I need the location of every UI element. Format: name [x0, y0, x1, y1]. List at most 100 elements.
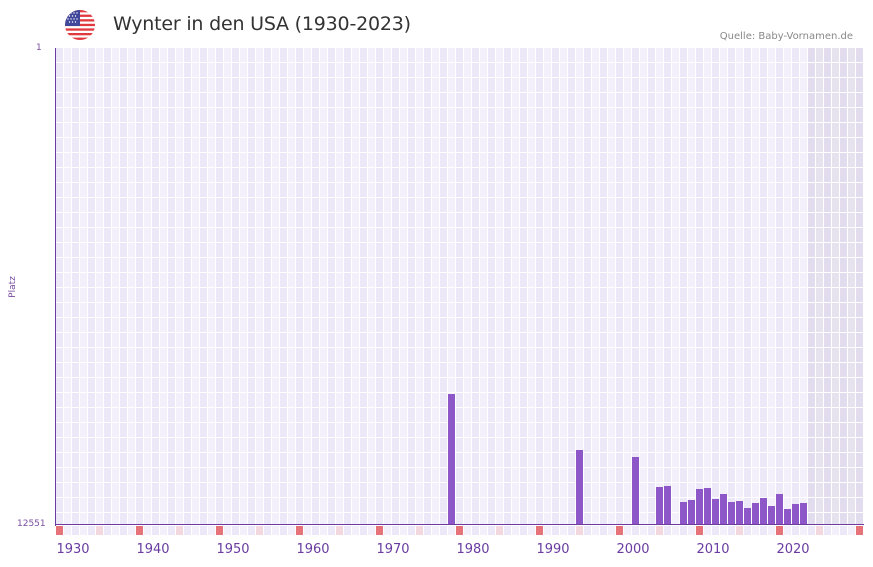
year-marker — [704, 526, 711, 535]
year-marker — [640, 526, 647, 535]
year-marker — [136, 526, 143, 535]
year-marker — [512, 526, 519, 535]
year-marker — [448, 526, 455, 535]
x-tick-label: 1930 — [56, 542, 90, 557]
year-marker — [96, 526, 103, 535]
year-marker — [56, 526, 63, 535]
year-marker — [160, 526, 167, 535]
x-tick-label: 1980 — [456, 542, 490, 557]
year-marker — [120, 526, 127, 535]
year-marker — [368, 526, 375, 535]
source-credit: Quelle: Baby-Vornamen.de — [719, 31, 853, 42]
year-marker — [264, 526, 271, 535]
year-marker — [632, 526, 639, 535]
year-marker — [432, 526, 439, 535]
bar-1993[interactable] — [576, 450, 583, 525]
bar-2020[interactable] — [792, 503, 799, 525]
year-marker — [688, 526, 695, 535]
year-marker — [104, 526, 111, 535]
bar-2021[interactable] — [800, 502, 807, 525]
year-marker — [528, 526, 535, 535]
year-marker — [808, 526, 815, 535]
bar-2016[interactable] — [760, 498, 767, 525]
year-marker — [752, 526, 759, 535]
bar-2008[interactable] — [696, 489, 703, 525]
x-tick-label: 2010 — [696, 542, 730, 557]
year-marker — [624, 526, 631, 535]
bar-2011[interactable] — [720, 493, 727, 525]
year-marker — [648, 526, 655, 535]
year-marker — [280, 526, 287, 535]
year-marker — [112, 526, 119, 535]
year-marker — [176, 526, 183, 535]
year-marker — [168, 526, 175, 535]
year-marker — [312, 526, 319, 535]
year-marker — [568, 526, 575, 535]
bar-2018[interactable] — [776, 493, 783, 525]
year-marker — [288, 526, 295, 535]
year-marker — [304, 526, 311, 535]
year-marker — [392, 526, 399, 535]
year-marker — [128, 526, 135, 535]
year-marker — [600, 526, 607, 535]
year-marker — [496, 526, 503, 535]
year-marker — [832, 526, 839, 535]
x-tick-label: 1970 — [376, 542, 410, 557]
bar-1977[interactable] — [448, 393, 455, 525]
y-axis-top-label: 1 — [36, 43, 42, 53]
year-marker — [760, 526, 767, 535]
year-marker — [88, 526, 95, 535]
year-marker — [792, 526, 799, 535]
year-marker — [360, 526, 367, 535]
year-marker — [776, 526, 783, 535]
bar-2003[interactable] — [656, 486, 663, 525]
bar-2015[interactable] — [752, 502, 759, 525]
bar-2014[interactable] — [744, 508, 751, 525]
bar-2006[interactable] — [680, 502, 687, 525]
year-marker — [768, 526, 775, 535]
year-marker — [456, 526, 463, 535]
year-marker — [144, 526, 151, 535]
year-marker — [224, 526, 231, 535]
year-marker — [720, 526, 727, 535]
year-marker — [72, 526, 79, 535]
year-marker — [712, 526, 719, 535]
bar-2004[interactable] — [664, 486, 671, 525]
bar-2013[interactable] — [736, 501, 743, 525]
year-marker — [696, 526, 703, 535]
year-marker — [488, 526, 495, 535]
x-tick-label: 1950 — [216, 542, 250, 557]
year-marker — [80, 526, 87, 535]
year-marker — [440, 526, 447, 535]
year-marker — [520, 526, 527, 535]
bar-2017[interactable] — [768, 505, 775, 525]
year-marker — [656, 526, 663, 535]
year-marker — [840, 526, 847, 535]
bar-2007[interactable] — [688, 499, 695, 525]
year-marker — [736, 526, 743, 535]
year-marker — [552, 526, 559, 535]
year-marker — [408, 526, 415, 535]
year-marker — [200, 526, 207, 535]
year-marker — [376, 526, 383, 535]
year-marker — [184, 526, 191, 535]
year-marker — [472, 526, 479, 535]
y-axis-title: Platz — [8, 276, 18, 298]
bar-2019[interactable] — [784, 508, 791, 525]
plot-area — [56, 48, 864, 525]
year-marker — [672, 526, 679, 535]
x-axis-line — [55, 524, 864, 525]
year-marker — [296, 526, 303, 535]
year-marker — [424, 526, 431, 535]
bar-2010[interactable] — [712, 499, 719, 525]
bar-2009[interactable] — [704, 488, 711, 525]
year-marker — [240, 526, 247, 535]
y-axis-bottom-label: 12551 — [17, 519, 46, 529]
bar-2012[interactable] — [728, 502, 735, 525]
year-marker — [384, 526, 391, 535]
x-tick-label: 2020 — [776, 542, 810, 557]
year-marker — [416, 526, 423, 535]
year-marker — [232, 526, 239, 535]
year-marker — [664, 526, 671, 535]
bar-2000[interactable] — [632, 457, 639, 525]
